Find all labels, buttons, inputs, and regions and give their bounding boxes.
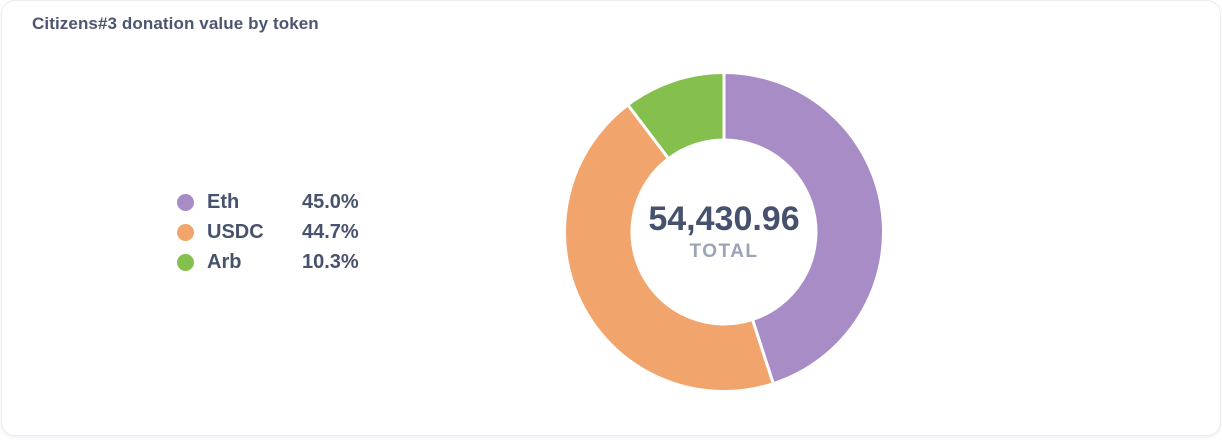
donut-chart: 54,430.96 TOTAL [563, 71, 885, 393]
donut-slice-usdc[interactable] [563, 103, 775, 393]
legend-percent: 45.0% [302, 190, 359, 213]
legend-percent: 44.7% [302, 220, 359, 243]
legend-dot-arb [177, 253, 194, 271]
legend-item-arb[interactable]: Arb 10.3% [177, 247, 359, 277]
legend-label: USDC [207, 220, 264, 243]
donut-svg [563, 71, 885, 393]
chart-title: Citizens#3 donation value by token [32, 14, 319, 33]
donut-slice-eth[interactable] [722, 71, 885, 386]
chart-legend: Eth 45.0% USDC 44.7% Arb 10.3% [177, 187, 359, 277]
legend-item-eth[interactable]: Eth 45.0% [177, 187, 359, 217]
legend-label: Eth [207, 190, 240, 213]
legend-dot-eth [177, 193, 194, 211]
legend-item-usdc[interactable]: USDC 44.7% [177, 217, 359, 247]
legend-dot-usdc [177, 223, 194, 241]
legend-percent: 10.3% [302, 250, 359, 273]
legend-label: Arb [207, 250, 242, 273]
donut-slice-arb[interactable] [626, 71, 726, 161]
